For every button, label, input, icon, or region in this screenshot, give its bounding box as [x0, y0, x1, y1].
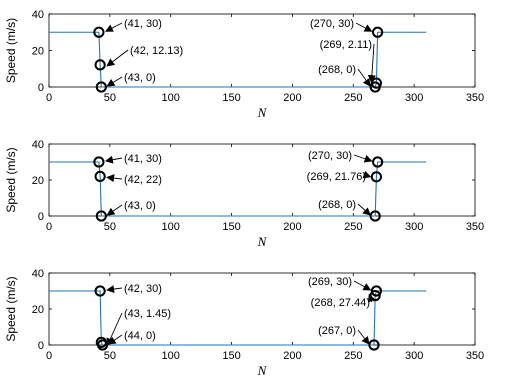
annotation-label: (268, 27.44) — [311, 297, 370, 309]
chart-panel-1: 0 50 100 150 200 250 300 350 0 20 40 Speed (m/s) N (4… — [4, 9, 484, 120]
x-tick-label: 200 — [283, 350, 301, 362]
y-axis-label: Speed (m/s) — [4, 147, 18, 212]
x-tick-label: 350 — [466, 221, 484, 233]
annotation-label: (43, 0) — [124, 72, 156, 84]
series-line-1 — [49, 161, 427, 217]
x-tick-label: 300 — [405, 221, 423, 233]
annotation-label: (270, 30) — [308, 150, 352, 162]
annotation-arrow — [357, 68, 371, 87]
axes-box — [48, 272, 476, 346]
annotation-label: (41, 30) — [124, 153, 162, 165]
annotation-label: (42, 12.13) — [130, 45, 183, 57]
data-point-marker — [93, 26, 105, 38]
annotation-label: (268, 0) — [318, 199, 356, 211]
annotation-arrow — [357, 203, 371, 216]
x-tick-label: 350 — [466, 92, 484, 104]
annotation-label: (269, 30) — [308, 276, 352, 288]
data-point-marker — [94, 59, 106, 71]
annotation-label: (269, 2.11) — [320, 39, 372, 51]
y-axis-label: Speed (m/s) — [4, 276, 18, 341]
y-tick-label: 20 — [32, 46, 44, 58]
annotation-arrow — [353, 154, 373, 163]
x-axis-label: N — [257, 234, 268, 249]
annotation-arrow — [362, 170, 372, 179]
y-tick-label: 0 — [38, 82, 44, 94]
data-point-marker — [94, 285, 106, 297]
data-point-marker — [94, 170, 106, 182]
annotation-label: (43, 1.45) — [124, 308, 171, 320]
x-tick-label: 50 — [104, 92, 116, 104]
x-tick-label: 200 — [283, 92, 301, 104]
annotation-label: (41, 30) — [124, 18, 162, 30]
chart-panel-2: 0 50 100 150 200 250 300 350 0 20 40 Speed (m/s) N (4… — [4, 139, 484, 249]
annotation-arrow — [367, 293, 376, 303]
annotation-arrow — [106, 49, 129, 67]
x-tick-label: 300 — [405, 92, 423, 104]
y-tick-label: 40 — [32, 139, 44, 151]
x-tick-label: 150 — [222, 350, 240, 362]
x-tick-label: 100 — [162, 221, 180, 233]
x-tick-label: 0 — [46, 92, 52, 104]
y-tick-label: 20 — [32, 304, 44, 316]
x-tick-label: 50 — [104, 221, 116, 233]
annotation-arrow — [106, 174, 123, 183]
x-tick-label: 300 — [405, 350, 423, 362]
axes-box — [48, 13, 476, 88]
x-tick-label: 150 — [222, 221, 240, 233]
annotation-arrow — [106, 76, 123, 87]
data-point-marker — [370, 285, 383, 297]
annotation-arrow — [105, 22, 123, 32]
annotation-arrow — [357, 329, 370, 345]
data-point-marker — [95, 210, 107, 222]
y-tick-label: 0 — [38, 211, 44, 223]
x-tick-label: 50 — [104, 350, 116, 362]
annotation-label: (270, 30) — [310, 18, 354, 30]
x-tick-label: 100 — [162, 92, 180, 104]
x-tick-label: 150 — [222, 92, 240, 104]
annotation-arrow — [353, 280, 372, 291]
axes-box — [48, 143, 476, 217]
y-tick-label: 40 — [32, 268, 44, 280]
y-tick-label: 40 — [32, 9, 44, 21]
x-tick-label: 0 — [46, 221, 52, 233]
annotation-arrow — [367, 43, 376, 84]
data-point-marker — [95, 81, 107, 93]
y-tick-label: 20 — [32, 175, 44, 187]
data-point-marker — [372, 156, 384, 168]
x-axis-label: N — [257, 105, 268, 120]
annotation-arrow — [106, 204, 123, 216]
data-point-marker — [368, 339, 380, 351]
annotation-label: (43, 0) — [124, 200, 156, 212]
annotation-label: (42, 30) — [124, 283, 162, 295]
chart-panel-3: 0 50 100 150 200 250 300 350 0 20 40 Speed (m/s) N (4… — [4, 268, 484, 378]
annotation-arrow — [104, 155, 123, 164]
annotation-arrow — [106, 285, 123, 294]
x-axis-label: N — [257, 363, 268, 378]
data-point-marker — [372, 26, 384, 38]
x-tick-label: 200 — [283, 221, 301, 233]
x-tick-label: 250 — [344, 350, 362, 362]
y-axis-label: Speed (m/s) — [4, 18, 18, 83]
x-tick-label: 0 — [46, 350, 52, 362]
annotation-arrow — [106, 312, 123, 347]
annotation-label: (44, 0) — [124, 330, 156, 342]
data-point-marker — [370, 171, 383, 183]
x-tick-label: 100 — [162, 350, 180, 362]
annotation-arrow — [107, 334, 123, 345]
annotation-arrow — [355, 22, 373, 32]
annotation-label: (268, 0) — [318, 64, 356, 76]
annotation-label: (42, 22) — [124, 174, 162, 186]
x-tick-label: 250 — [344, 92, 362, 104]
x-tick-label: 250 — [344, 221, 362, 233]
y-tick-label: 0 — [38, 340, 44, 352]
data-point-marker — [93, 156, 105, 168]
data-point-marker — [369, 210, 381, 222]
annotation-label: (269, 21.76) — [307, 171, 366, 183]
x-tick-label: 350 — [466, 350, 484, 362]
annotation-label: (267, 0) — [318, 325, 356, 337]
